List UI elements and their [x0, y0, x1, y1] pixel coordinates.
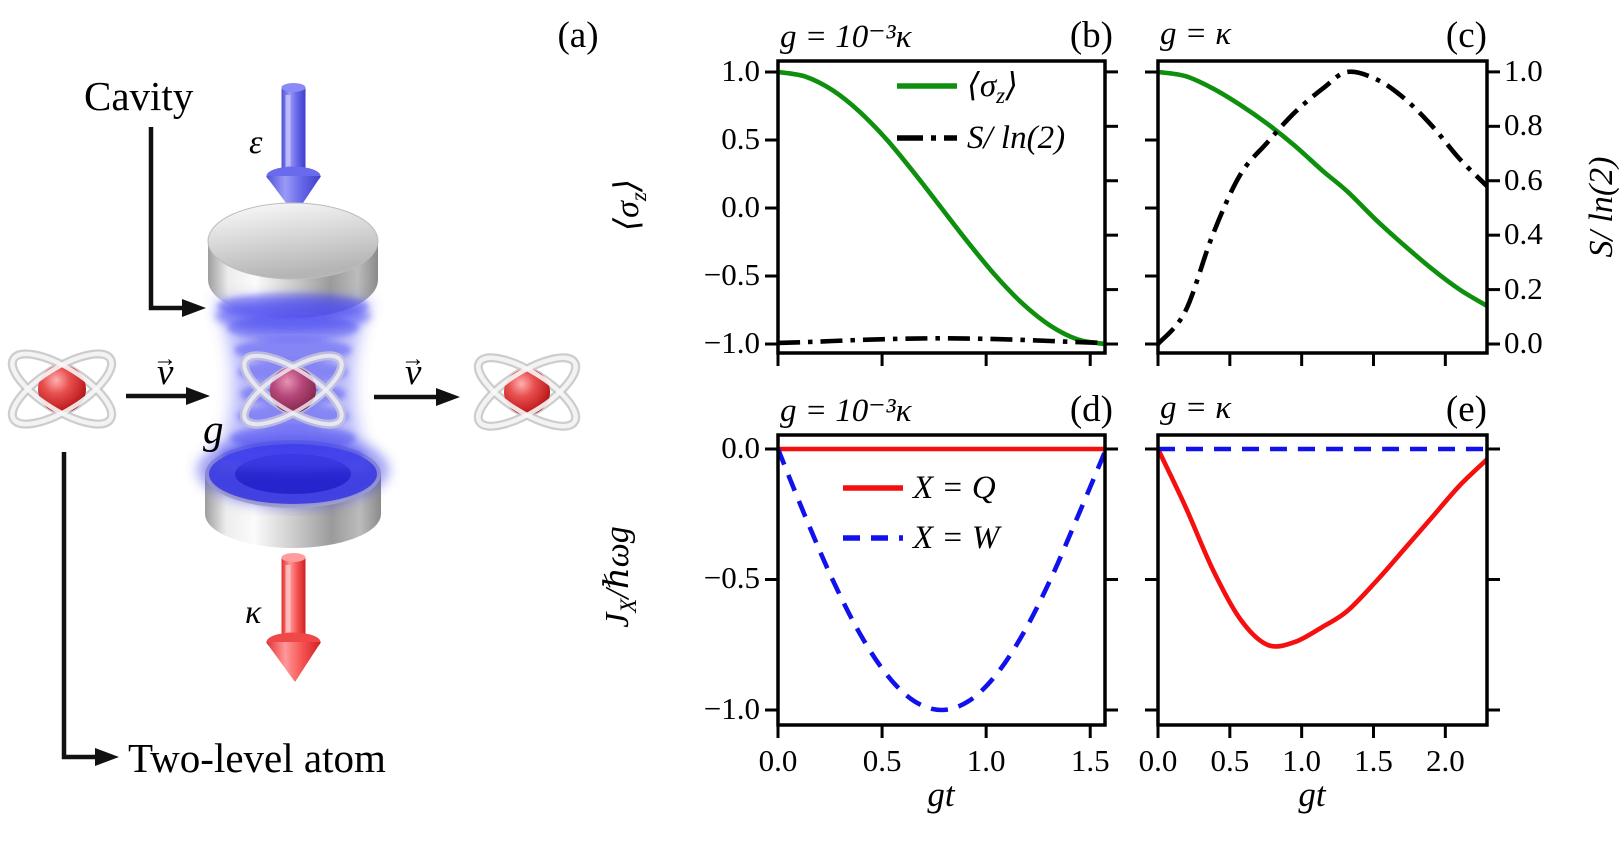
series-b-line [777, 69, 1106, 347]
tick-label-bottom-e: 1.5 [1354, 743, 1393, 778]
tick-label-left-d: 0.0 [721, 429, 760, 465]
tick-label-right-c: 0.4 [1504, 216, 1543, 252]
tick-label-right-c: 0.6 [1504, 161, 1543, 197]
axes-frame-d [776, 433, 1107, 727]
series-c-entropy [1156, 69, 1489, 346]
tick-label-bottom-d: 0.0 [758, 743, 798, 778]
legend-label: S/ ln(2) [967, 120, 1065, 156]
decay-arrow-icon [266, 553, 321, 682]
legend-label: X = W [911, 520, 1002, 556]
tick-label-bottom-d: 1.0 [966, 743, 1006, 778]
legend-label: X = Q [911, 470, 996, 506]
velocity-vector-arrow-right: → [401, 346, 425, 372]
panel-e [1145, 433, 1500, 738]
velocity-arrow-right-icon [374, 388, 460, 406]
tick-label-left-d: −1.0 [703, 690, 760, 726]
panel-d: X = Q X = W [765, 433, 1118, 738]
title-panel-d: g = 10⁻³κ [780, 393, 912, 429]
panel-label-e: (e) [1445, 389, 1487, 430]
tick-label-bottom-d: 1.5 [1070, 743, 1110, 778]
pump-symbol-label: ε [249, 124, 263, 161]
tick-label-bottom-e: 1.0 [1282, 743, 1322, 778]
series-c-line [1157, 69, 1489, 308]
velocity-label-right: v [405, 352, 422, 393]
tick-label-right-c: 0.0 [1504, 325, 1543, 361]
tick-label-left-d: −0.5 [703, 560, 760, 596]
y-axis-label-heat: JX/ℏωg [599, 526, 642, 628]
panel-label-d: (d) [1069, 389, 1113, 430]
pump-arrow-icon [266, 83, 321, 215]
title-panel-b: g = 10⁻³κ [780, 19, 912, 55]
axes-frame-b [776, 59, 1107, 355]
series-b-entropy [777, 335, 1106, 346]
tick-label-bottom-e: 0.5 [1210, 743, 1250, 778]
tick-label-right-c: 0.2 [1504, 270, 1543, 306]
coupling-symbol-label: g [203, 406, 224, 452]
cavity-label: Cavity [84, 73, 194, 119]
atom-left [7, 349, 117, 429]
tick-label-left-b: 1.0 [721, 53, 760, 89]
title-panel-c: g = κ [1160, 16, 1232, 52]
velocity-label-left: v [157, 352, 174, 393]
cavity-pointer-arrow-icon [148, 127, 206, 317]
cavity-diagram: Cavity ε g κ v → v → Two-level atom [7, 73, 581, 781]
tick-label-bottom-d: 0.5 [862, 743, 902, 778]
tick-label-left-b: 0.0 [721, 189, 760, 225]
two-level-atom-label: Two-level atom [128, 735, 386, 781]
tick-label-bottom-e: 0.0 [1138, 743, 1178, 778]
velocity-arrow-left-icon [126, 387, 210, 405]
annotation-arrows [61, 127, 460, 766]
panel-label-c: (c) [1445, 15, 1487, 56]
legend-label: ⟨σz⟩ [967, 68, 1018, 108]
panel-c [1145, 59, 1500, 366]
axes-frame-e [1156, 433, 1489, 727]
title-panel-e: g = κ [1160, 390, 1232, 426]
tick-label-left-b: −1.0 [703, 325, 760, 361]
atom-inside-cavity [239, 351, 347, 429]
decay-symbol-label: κ [245, 594, 262, 631]
tick-label-left-b: −0.5 [703, 257, 760, 293]
atom-right [473, 353, 581, 431]
x-axis-label-e: gt [1298, 775, 1326, 814]
x-axis-label-d: gt [927, 775, 955, 814]
tick-label-right-c: 0.8 [1504, 107, 1543, 143]
series-d-line [775, 448, 1108, 713]
velocity-vector-arrow-left: → [153, 346, 177, 372]
tick-label-bottom-e: 2.0 [1425, 743, 1465, 778]
atom-pointer-arrow-icon [61, 452, 119, 766]
panel-label-b: (b) [1069, 15, 1113, 56]
tick-label-left-b: 0.5 [721, 121, 760, 157]
panel-b: ⟨σz⟩ S/ ln(2) [765, 59, 1118, 366]
axes-frame-c [1156, 59, 1489, 355]
tick-label-right-c: 1.0 [1504, 52, 1543, 88]
panel-label-a: (a) [557, 15, 599, 56]
series-e-line [1155, 448, 1489, 649]
